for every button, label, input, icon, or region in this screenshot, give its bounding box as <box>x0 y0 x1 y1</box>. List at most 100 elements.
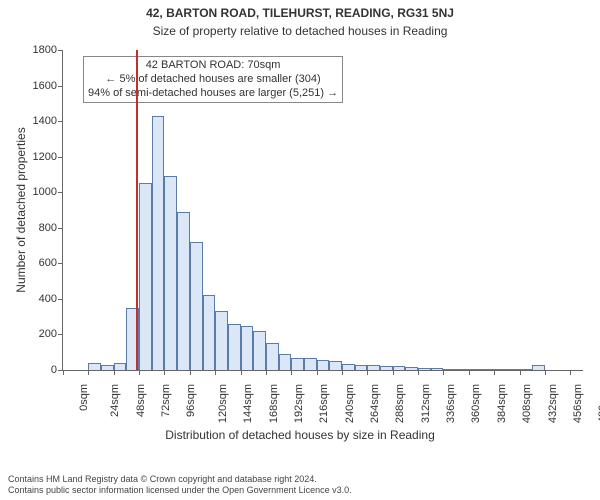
histogram-bar <box>215 311 228 370</box>
histogram-bar <box>88 363 101 370</box>
histogram-bar <box>532 365 545 370</box>
histogram-bar <box>342 364 355 370</box>
x-tick-label: 168sqm <box>268 384 280 423</box>
x-tick-label: 24sqm <box>109 384 121 417</box>
x-tick-label: 360sqm <box>471 384 483 423</box>
histogram-bar <box>507 369 520 370</box>
histogram-bar <box>469 369 482 370</box>
annotation-box: 42 BARTON ROAD: 70sqm ← 5% of detached h… <box>83 56 343 103</box>
plot-area: 42 BARTON ROAD: 70sqm ← 5% of detached h… <box>62 50 583 371</box>
x-tick-mark <box>114 370 115 375</box>
x-tick-mark <box>545 370 546 375</box>
histogram-bar <box>164 176 177 370</box>
y-tick-label: 800 <box>39 222 63 234</box>
y-tick-label: 200 <box>39 328 63 340</box>
histogram-bar <box>253 331 266 370</box>
property-marker-line <box>136 50 138 370</box>
footer-line-1: Contains HM Land Registry data © Crown c… <box>8 474 352 485</box>
chart-container: { "chart": { "type": "histogram", "title… <box>0 0 600 500</box>
x-tick-label: 144sqm <box>242 384 254 423</box>
histogram-bar <box>355 365 368 370</box>
x-tick-mark <box>570 370 571 375</box>
x-tick-mark <box>215 370 216 375</box>
histogram-bar <box>443 369 456 370</box>
histogram-bar <box>317 360 330 370</box>
y-tick-label: 1600 <box>33 80 63 92</box>
histogram-bar <box>405 367 418 370</box>
x-tick-label: 240sqm <box>344 384 356 423</box>
x-tick-mark <box>291 370 292 375</box>
x-tick-label: 432sqm <box>547 384 559 423</box>
histogram-bar <box>279 354 292 370</box>
x-tick-mark <box>443 370 444 375</box>
y-tick-label: 600 <box>39 257 63 269</box>
x-tick-label: 216sqm <box>318 384 330 423</box>
histogram-bar <box>139 183 152 370</box>
x-tick-mark <box>367 370 368 375</box>
x-tick-label: 264sqm <box>369 384 381 423</box>
x-tick-label: 120sqm <box>217 384 229 423</box>
annotation-line-2: ← 5% of detached houses are smaller (304… <box>88 73 338 87</box>
histogram-bar <box>291 358 304 370</box>
footer-line-2: Contains public sector information licen… <box>8 485 352 496</box>
y-axis-label: Number of detached properties <box>14 50 28 370</box>
y-tick-label: 1200 <box>33 151 63 163</box>
histogram-bar <box>418 368 431 370</box>
x-tick-mark <box>139 370 140 375</box>
x-tick-label: 312sqm <box>420 384 432 423</box>
annotation-line-3: 94% of semi-detached houses are larger (… <box>88 87 338 101</box>
y-tick-label: 1000 <box>33 186 63 198</box>
y-tick-label: 1800 <box>33 44 63 56</box>
x-tick-mark <box>469 370 470 375</box>
histogram-bar <box>266 343 279 370</box>
x-tick-mark <box>342 370 343 375</box>
x-tick-mark <box>241 370 242 375</box>
x-tick-mark <box>266 370 267 375</box>
histogram-bar <box>203 295 216 370</box>
x-tick-mark <box>494 370 495 375</box>
x-tick-label: 288sqm <box>395 384 407 423</box>
footer-attribution: Contains HM Land Registry data © Crown c… <box>8 474 352 497</box>
histogram-bar <box>380 366 393 370</box>
x-tick-mark <box>393 370 394 375</box>
x-tick-label: 192sqm <box>293 384 305 423</box>
histogram-bar <box>228 324 241 370</box>
histogram-bar <box>520 369 533 370</box>
histogram-bar <box>367 365 380 370</box>
histogram-bar <box>431 368 444 370</box>
x-tick-mark <box>88 370 89 375</box>
histogram-bar <box>329 361 342 370</box>
x-tick-mark <box>164 370 165 375</box>
histogram-bar <box>114 363 127 370</box>
histogram-bar <box>494 369 507 370</box>
y-tick-label: 1400 <box>33 115 63 127</box>
y-tick-label: 400 <box>39 293 63 305</box>
histogram-bar <box>393 366 406 370</box>
x-tick-mark <box>317 370 318 375</box>
x-tick-label: 336sqm <box>445 384 457 423</box>
x-tick-mark <box>63 370 64 375</box>
x-tick-mark <box>520 370 521 375</box>
histogram-bar <box>177 212 190 370</box>
x-tick-label: 48sqm <box>135 384 147 417</box>
x-tick-mark <box>418 370 419 375</box>
histogram-bar <box>456 369 469 370</box>
chart-subtitle: Size of property relative to detached ho… <box>0 24 600 38</box>
histogram-bar <box>241 326 254 370</box>
x-tick-label: 408sqm <box>521 384 533 423</box>
annotation-line-1: 42 BARTON ROAD: 70sqm <box>88 59 338 73</box>
x-tick-label: 0sqm <box>78 384 90 411</box>
histogram-bar <box>152 116 165 370</box>
histogram-bar <box>101 365 114 370</box>
histogram-bar <box>482 369 495 370</box>
y-tick-label: 0 <box>51 364 63 376</box>
x-axis-label: Distribution of detached houses by size … <box>0 428 600 442</box>
x-tick-mark <box>190 370 191 375</box>
chart-title: 42, BARTON ROAD, TILEHURST, READING, RG3… <box>0 6 600 20</box>
x-tick-label: 384sqm <box>496 384 508 423</box>
x-tick-label: 96sqm <box>185 384 197 417</box>
histogram-bar <box>190 242 203 370</box>
histogram-bar <box>304 358 317 370</box>
x-tick-label: 456sqm <box>572 384 584 423</box>
x-tick-label: 72sqm <box>160 384 172 417</box>
